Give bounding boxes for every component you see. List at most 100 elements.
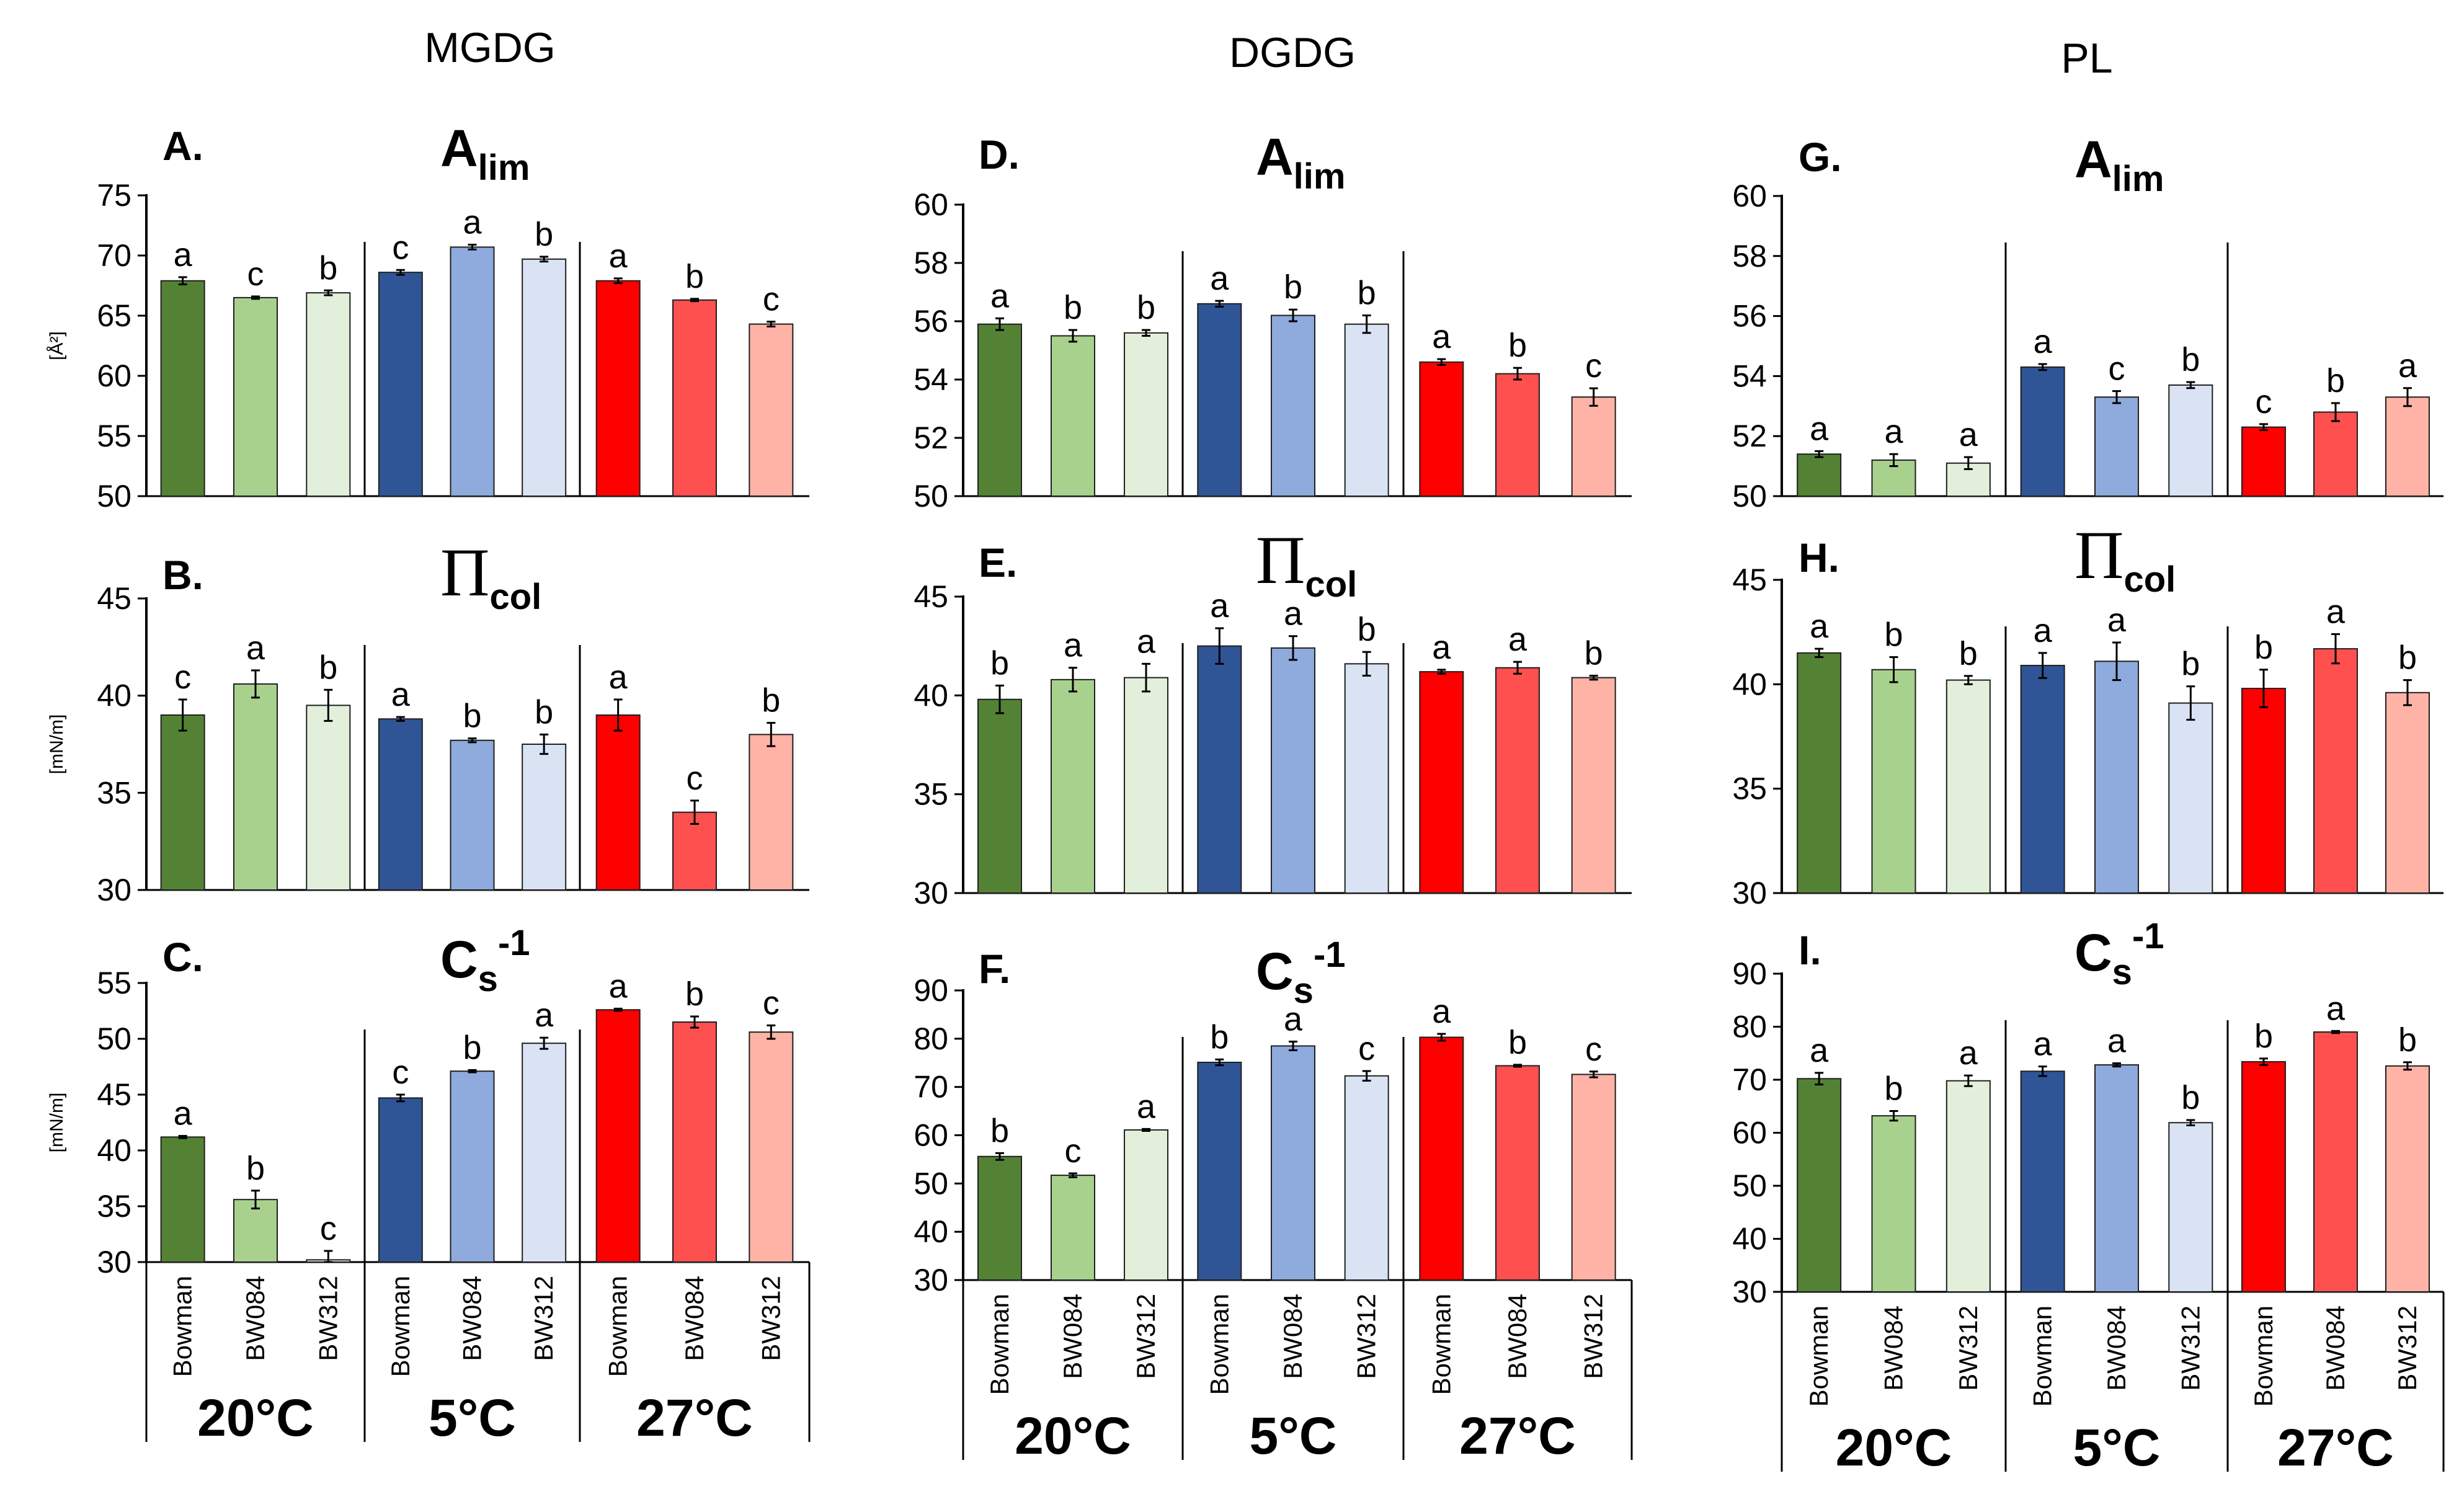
parameter-main: C bbox=[1256, 942, 1294, 1000]
parameter-subscript: col bbox=[2123, 559, 2176, 600]
bar-bw312 bbox=[522, 744, 567, 891]
parameter-title: Cs-1 bbox=[440, 923, 530, 999]
bar-bw084 bbox=[450, 739, 495, 891]
category-label-bw312: BW312 bbox=[1352, 1294, 1381, 1379]
y-tick-label: 90 bbox=[914, 973, 948, 1008]
bar-bw084 bbox=[1271, 1045, 1315, 1281]
bar-bowman bbox=[2241, 688, 2286, 894]
y-tick-label: 55 bbox=[97, 966, 131, 1000]
panel-letter: I. bbox=[1799, 927, 1821, 973]
significance-letter: b bbox=[1959, 635, 1978, 672]
parameter-subscript: col bbox=[1305, 564, 1357, 605]
panel-g: G. Alim 50 52 54 56 58 60 a a a a c b c b a bbox=[1732, 130, 2443, 514]
category-label-bw084: BW084 bbox=[1058, 1294, 1087, 1379]
column-title-mgdg: MGDG bbox=[424, 24, 556, 71]
significance-letter: a bbox=[463, 204, 482, 241]
bar-bowman bbox=[1797, 453, 1842, 497]
parameter-title: Cs-1 bbox=[2074, 916, 2164, 992]
y-tick-label: 60 bbox=[1732, 179, 1767, 213]
significance-letter: b bbox=[685, 976, 704, 1013]
category-label-bowman: Bowman bbox=[168, 1276, 197, 1377]
bar-bw312 bbox=[2168, 384, 2213, 497]
bar-bw312 bbox=[1344, 323, 1389, 497]
parameter-subscript: col bbox=[489, 577, 541, 617]
category-label-bw312: BW312 bbox=[1131, 1294, 1160, 1379]
bar-bw084 bbox=[1051, 678, 1095, 894]
panel-letter: D. bbox=[979, 131, 1020, 177]
category-label-bw084: BW084 bbox=[241, 1276, 270, 1361]
parameter-title: Πcol bbox=[2074, 517, 2176, 600]
bar-bw312 bbox=[1344, 1075, 1389, 1281]
y-tick-label: 45 bbox=[1732, 563, 1767, 597]
bar-bw084 bbox=[1871, 1115, 1916, 1292]
bar-bowman bbox=[378, 1097, 423, 1263]
panel-letter: B. bbox=[162, 552, 203, 598]
bar-bowman bbox=[160, 280, 205, 497]
bar-bw084 bbox=[2313, 1031, 2358, 1293]
significance-letter: a bbox=[1884, 413, 1903, 450]
bar-bowman bbox=[1419, 671, 1464, 894]
category-label-bw084: BW084 bbox=[1503, 1294, 1532, 1379]
bar-bowman bbox=[2020, 366, 2065, 497]
parameter-subscript: s bbox=[2112, 952, 2132, 992]
significance-letter: c bbox=[2109, 350, 2125, 388]
y-tick-label: 30 bbox=[914, 876, 948, 910]
parameter-main: C bbox=[2074, 923, 2112, 982]
y-tick-label: 50 bbox=[914, 479, 948, 514]
significance-letter: b bbox=[535, 216, 553, 253]
category-label-bw312: BW312 bbox=[529, 1276, 558, 1361]
category-label-bw312: BW312 bbox=[2176, 1305, 2205, 1391]
significance-letter: c bbox=[763, 984, 780, 1021]
significance-letter: b bbox=[319, 249, 337, 287]
parameter-main: Π bbox=[440, 535, 489, 610]
significance-letter: b bbox=[1585, 634, 1603, 672]
y-tick-label: 50 bbox=[1732, 479, 1767, 514]
y-tick-label: 30 bbox=[1732, 876, 1767, 910]
y-tick-label: 50 bbox=[97, 1021, 131, 1056]
significance-letter: b bbox=[1358, 275, 1376, 312]
parameter-main: Π bbox=[2074, 517, 2123, 593]
significance-letter: c bbox=[174, 659, 191, 696]
significance-letter: a bbox=[2034, 1026, 2053, 1063]
temperature-label: 27°C bbox=[1459, 1407, 1576, 1465]
bar-bowman bbox=[1419, 361, 1464, 497]
parameter-subscript: lim bbox=[478, 148, 530, 188]
significance-letter: a bbox=[174, 236, 193, 273]
panel-f: F. Cs-1 30 40 50 60 70 80 90 b c a b a c a b c Bowman BW084… bbox=[914, 935, 1633, 1465]
column-title-pl: PL bbox=[2061, 35, 2112, 82]
y-tick-label: 45 bbox=[914, 579, 948, 614]
temperature-unit: °C bbox=[1893, 1418, 1952, 1477]
panel-i: I. Cs-1 30 40 50 60 70 80 90 a b a a a b b a b Bowman BW084… bbox=[1732, 916, 2445, 1477]
parameter-title: Alim bbox=[440, 119, 530, 188]
bar-bowman bbox=[378, 718, 423, 891]
parameter-main: A bbox=[2074, 130, 2112, 189]
y-tick-label: 35 bbox=[97, 775, 131, 810]
significance-letter: a bbox=[1284, 1001, 1303, 1038]
significance-letter: a bbox=[1284, 595, 1303, 633]
panel-e: E. Πcol 30 35 40 45 b a a a a b a a b bbox=[914, 522, 1632, 910]
y-tick-label: 35 bbox=[97, 1189, 131, 1224]
significance-letter: b bbox=[1884, 1070, 1903, 1107]
category-label-bowman: Bowman bbox=[386, 1276, 415, 1377]
panel-letter: G. bbox=[1799, 134, 1842, 180]
category-label-bw312: BW312 bbox=[313, 1276, 342, 1361]
bar-bw084 bbox=[233, 683, 278, 891]
y-axis-label: [mN/m] bbox=[47, 714, 67, 775]
panel-letter: E. bbox=[979, 540, 1017, 585]
significance-letter: a bbox=[2326, 594, 2346, 631]
significance-letter: a bbox=[2034, 323, 2053, 360]
y-tick-label: 56 bbox=[914, 304, 948, 339]
temperature-unit: °C bbox=[1518, 1407, 1576, 1465]
bar-bw312 bbox=[2385, 692, 2430, 894]
category-label-bw084: BW084 bbox=[458, 1276, 487, 1361]
category-label-bw312: BW312 bbox=[2393, 1305, 2422, 1391]
bar-bowman bbox=[977, 323, 1022, 497]
significance-letter: a bbox=[535, 997, 554, 1034]
y-tick-label: 45 bbox=[97, 581, 131, 616]
significance-letter: b bbox=[685, 258, 704, 295]
category-label-bw312: BW312 bbox=[1954, 1305, 1983, 1391]
significance-letter: b bbox=[319, 649, 337, 686]
y-axis-label: [mN/m] bbox=[47, 1093, 67, 1153]
